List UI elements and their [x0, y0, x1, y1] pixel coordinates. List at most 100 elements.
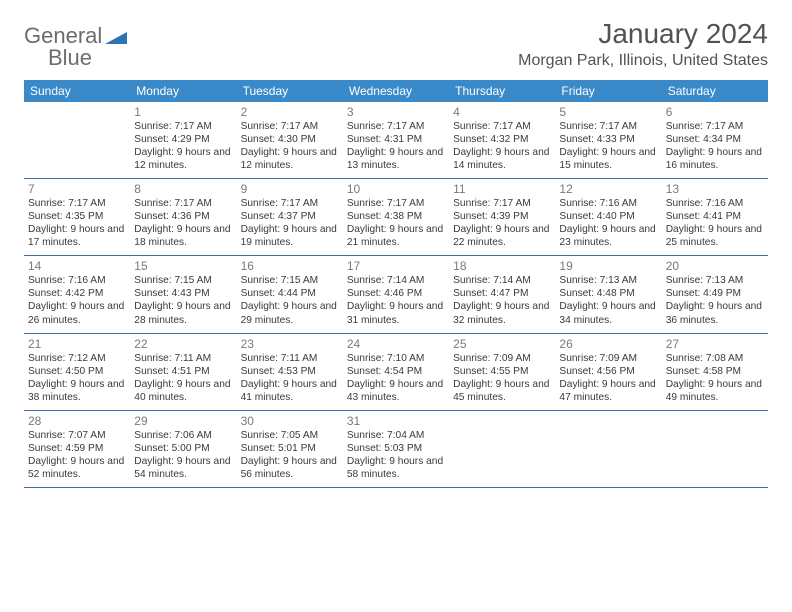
daylight-line: Daylight: 9 hours and 17 minutes.	[28, 223, 126, 249]
daylight-line: Daylight: 9 hours and 54 minutes.	[134, 455, 232, 481]
daylight-line: Daylight: 9 hours and 49 minutes.	[666, 378, 764, 404]
location: Morgan Park, Illinois, United States	[518, 52, 768, 70]
daylight-line: Daylight: 9 hours and 38 minutes.	[28, 378, 126, 404]
day-cell: 9Sunrise: 7:17 AMSunset: 4:37 PMDaylight…	[237, 179, 343, 255]
day-number: 12	[559, 182, 657, 196]
logo-text: General Blue	[24, 26, 102, 70]
sunrise-line: Sunrise: 7:16 AM	[28, 274, 126, 287]
sunset-line: Sunset: 4:54 PM	[347, 365, 445, 378]
day-number: 26	[559, 337, 657, 351]
day-number: 27	[666, 337, 764, 351]
day-number: 23	[241, 337, 339, 351]
day-header-cell: Thursday	[449, 80, 555, 102]
day-number: 5	[559, 105, 657, 119]
sunset-line: Sunset: 4:43 PM	[134, 287, 232, 300]
day-cell: 8Sunrise: 7:17 AMSunset: 4:36 PMDaylight…	[130, 179, 236, 255]
day-cell: 18Sunrise: 7:14 AMSunset: 4:47 PMDayligh…	[449, 256, 555, 332]
daylight-line: Daylight: 9 hours and 41 minutes.	[241, 378, 339, 404]
day-cell: 26Sunrise: 7:09 AMSunset: 4:56 PMDayligh…	[555, 334, 661, 410]
daylight-line: Daylight: 9 hours and 26 minutes.	[28, 300, 126, 326]
week-row: 7Sunrise: 7:17 AMSunset: 4:35 PMDaylight…	[24, 179, 768, 256]
sunrise-line: Sunrise: 7:17 AM	[453, 120, 551, 133]
sunset-line: Sunset: 4:37 PM	[241, 210, 339, 223]
day-header-cell: Friday	[555, 80, 661, 102]
sunrise-line: Sunrise: 7:09 AM	[559, 352, 657, 365]
sunrise-line: Sunrise: 7:17 AM	[28, 197, 126, 210]
day-cell: 23Sunrise: 7:11 AMSunset: 4:53 PMDayligh…	[237, 334, 343, 410]
sunrise-line: Sunrise: 7:17 AM	[453, 197, 551, 210]
day-number: 15	[134, 259, 232, 273]
daylight-line: Daylight: 9 hours and 22 minutes.	[453, 223, 551, 249]
daylight-line: Daylight: 9 hours and 36 minutes.	[666, 300, 764, 326]
day-number: 18	[453, 259, 551, 273]
day-cell: 5Sunrise: 7:17 AMSunset: 4:33 PMDaylight…	[555, 102, 661, 178]
day-number: 1	[134, 105, 232, 119]
day-header-cell: Monday	[130, 80, 236, 102]
daylight-line: Daylight: 9 hours and 29 minutes.	[241, 300, 339, 326]
sunrise-line: Sunrise: 7:16 AM	[666, 197, 764, 210]
day-number: 20	[666, 259, 764, 273]
day-cell: 31Sunrise: 7:04 AMSunset: 5:03 PMDayligh…	[343, 411, 449, 487]
day-number: 17	[347, 259, 445, 273]
sunset-line: Sunset: 4:31 PM	[347, 133, 445, 146]
logo-triangle-icon	[105, 28, 127, 49]
day-header-cell: Sunday	[24, 80, 130, 102]
day-cell: 15Sunrise: 7:15 AMSunset: 4:43 PMDayligh…	[130, 256, 236, 332]
day-number: 30	[241, 414, 339, 428]
sunset-line: Sunset: 4:39 PM	[453, 210, 551, 223]
sunrise-line: Sunrise: 7:04 AM	[347, 429, 445, 442]
daylight-line: Daylight: 9 hours and 32 minutes.	[453, 300, 551, 326]
sunset-line: Sunset: 4:51 PM	[134, 365, 232, 378]
weeks-container: 1Sunrise: 7:17 AMSunset: 4:29 PMDaylight…	[24, 102, 768, 488]
day-number: 28	[28, 414, 126, 428]
calendar: SundayMondayTuesdayWednesdayThursdayFrid…	[24, 80, 768, 488]
sunrise-line: Sunrise: 7:07 AM	[28, 429, 126, 442]
calendar-page: General Blue January 2024 Morgan Park, I…	[0, 0, 792, 506]
day-header-cell: Tuesday	[237, 80, 343, 102]
sunset-line: Sunset: 4:44 PM	[241, 287, 339, 300]
day-cell: 27Sunrise: 7:08 AMSunset: 4:58 PMDayligh…	[662, 334, 768, 410]
sunset-line: Sunset: 4:42 PM	[28, 287, 126, 300]
daylight-line: Daylight: 9 hours and 58 minutes.	[347, 455, 445, 481]
day-header-cell: Wednesday	[343, 80, 449, 102]
sunset-line: Sunset: 5:01 PM	[241, 442, 339, 455]
day-number: 4	[453, 105, 551, 119]
sunrise-line: Sunrise: 7:17 AM	[241, 120, 339, 133]
sunrise-line: Sunrise: 7:06 AM	[134, 429, 232, 442]
daylight-line: Daylight: 9 hours and 40 minutes.	[134, 378, 232, 404]
day-number: 10	[347, 182, 445, 196]
sunset-line: Sunset: 5:03 PM	[347, 442, 445, 455]
sunrise-line: Sunrise: 7:11 AM	[241, 352, 339, 365]
daylight-line: Daylight: 9 hours and 28 minutes.	[134, 300, 232, 326]
day-cell: 10Sunrise: 7:17 AMSunset: 4:38 PMDayligh…	[343, 179, 449, 255]
day-number: 29	[134, 414, 232, 428]
sunrise-line: Sunrise: 7:14 AM	[453, 274, 551, 287]
day-cell: 12Sunrise: 7:16 AMSunset: 4:40 PMDayligh…	[555, 179, 661, 255]
sunset-line: Sunset: 4:40 PM	[559, 210, 657, 223]
day-cell: 25Sunrise: 7:09 AMSunset: 4:55 PMDayligh…	[449, 334, 555, 410]
sunset-line: Sunset: 4:33 PM	[559, 133, 657, 146]
daylight-line: Daylight: 9 hours and 25 minutes.	[666, 223, 764, 249]
daylight-line: Daylight: 9 hours and 14 minutes.	[453, 146, 551, 172]
day-cell: 22Sunrise: 7:11 AMSunset: 4:51 PMDayligh…	[130, 334, 236, 410]
day-cell: 3Sunrise: 7:17 AMSunset: 4:31 PMDaylight…	[343, 102, 449, 178]
day-header-row: SundayMondayTuesdayWednesdayThursdayFrid…	[24, 80, 768, 102]
daylight-line: Daylight: 9 hours and 23 minutes.	[559, 223, 657, 249]
day-cell: 6Sunrise: 7:17 AMSunset: 4:34 PMDaylight…	[662, 102, 768, 178]
sunset-line: Sunset: 4:53 PM	[241, 365, 339, 378]
logo-word2: Blue	[24, 45, 92, 70]
day-number: 2	[241, 105, 339, 119]
day-cell: 24Sunrise: 7:10 AMSunset: 4:54 PMDayligh…	[343, 334, 449, 410]
day-number: 11	[453, 182, 551, 196]
day-cell: 17Sunrise: 7:14 AMSunset: 4:46 PMDayligh…	[343, 256, 449, 332]
day-cell: 28Sunrise: 7:07 AMSunset: 4:59 PMDayligh…	[24, 411, 130, 487]
day-cell: 29Sunrise: 7:06 AMSunset: 5:00 PMDayligh…	[130, 411, 236, 487]
day-cell: 7Sunrise: 7:17 AMSunset: 4:35 PMDaylight…	[24, 179, 130, 255]
day-number: 7	[28, 182, 126, 196]
sunset-line: Sunset: 4:55 PM	[453, 365, 551, 378]
day-cell: 16Sunrise: 7:15 AMSunset: 4:44 PMDayligh…	[237, 256, 343, 332]
sunset-line: Sunset: 4:30 PM	[241, 133, 339, 146]
sunrise-line: Sunrise: 7:17 AM	[134, 197, 232, 210]
week-row: 28Sunrise: 7:07 AMSunset: 4:59 PMDayligh…	[24, 411, 768, 488]
daylight-line: Daylight: 9 hours and 34 minutes.	[559, 300, 657, 326]
